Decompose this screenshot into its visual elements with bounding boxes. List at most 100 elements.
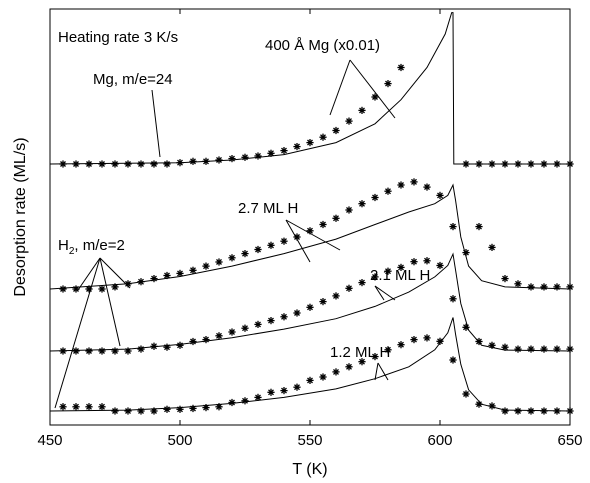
data-point-h21: [163, 343, 171, 351]
data-point-mg: [501, 160, 509, 168]
leader-mg-signal: [151, 89, 161, 158]
data-point-h27: [254, 245, 262, 254]
data-point-mg: [241, 153, 249, 161]
leader-21-2: [374, 285, 385, 301]
data-point-h27: [215, 258, 223, 266]
data-point-h21: [358, 279, 366, 287]
h2-signal-sub: 2: [69, 246, 75, 257]
data-point-h27: [345, 206, 353, 214]
x-tick-label: 650: [557, 432, 582, 449]
data-point-h21: [332, 292, 340, 300]
data-point-h27: [241, 250, 249, 258]
data-point-h21: [371, 273, 379, 281]
data-point-h12: [514, 407, 522, 415]
data-point-h12: [163, 405, 171, 413]
data-point-h27: [280, 237, 288, 245]
x-tick-label: 600: [427, 432, 452, 449]
data-point-h27: [176, 269, 184, 277]
data-point-h21: [423, 257, 431, 265]
data-point-h21: [475, 337, 483, 346]
leader-h2-2: [77, 257, 101, 291]
data-point-mg: [189, 157, 197, 165]
data-point-mg: [280, 147, 288, 155]
leader-27-1: [285, 219, 311, 263]
data-point-h27: [462, 249, 470, 257]
data-point-mg: [98, 160, 106, 168]
data-point-h21: [436, 261, 444, 270]
annotation-leaders: [54, 59, 396, 409]
data-point-mg: [202, 157, 210, 165]
data-point-mg: [475, 160, 483, 168]
data-point-mg: [514, 160, 522, 168]
data-point-h21: [345, 284, 353, 292]
data-point-h12: [345, 363, 353, 371]
data-point-h27: [397, 181, 405, 189]
data-point-mg: [215, 156, 223, 164]
data-point-mg: [527, 160, 535, 168]
data-point-h21: [410, 258, 418, 266]
coverage-21-label: 2.1 ML H: [370, 267, 430, 284]
data-point-h12: [150, 407, 158, 415]
data-point-h21: [85, 347, 93, 355]
leader-12-2: [377, 362, 389, 381]
data-point-h27: [514, 280, 522, 288]
coverage-27-label: 2.7 ML H: [238, 200, 298, 217]
data-point-h27: [150, 275, 158, 283]
data-point-h12: [371, 353, 379, 361]
data-point-h21: [137, 345, 145, 353]
data-point-mg: [332, 126, 340, 135]
data-point-mg: [111, 160, 119, 168]
data-point-h27: [319, 220, 327, 229]
data-point-h21: [319, 298, 327, 306]
data-point-h12: [111, 407, 119, 415]
data-point-h21: [202, 336, 210, 344]
data-point-h12: [85, 403, 93, 411]
data-point-h27: [436, 191, 444, 199]
data-point-h12: [137, 407, 145, 415]
data-point-h12: [527, 407, 535, 415]
data-point-h12: [488, 402, 496, 410]
data-point-mg: [384, 80, 392, 88]
data-point-mg: [462, 160, 470, 168]
data-point-h21: [189, 337, 197, 346]
curves-layer: [49, 12, 571, 412]
data-point-h27: [410, 178, 418, 186]
data-point-h12: [189, 404, 197, 413]
data-point-mg: [150, 160, 158, 168]
mg-film-label: 400 Å Mg (x0.01): [265, 37, 380, 54]
data-point-h27: [163, 271, 171, 280]
data-point-mg: [137, 160, 145, 168]
x-ticks: 450 500 550 600 650: [37, 9, 583, 449]
data-point-h12: [332, 368, 340, 376]
data-point-h12: [306, 376, 314, 384]
data-point-h21: [306, 303, 314, 311]
data-point-h27: [59, 285, 67, 293]
fit-curve-h21: [49, 252, 571, 352]
data-point-h27: [488, 243, 496, 251]
data-point-h21: [501, 343, 509, 351]
data-point-h21: [124, 347, 132, 355]
data-point-h21: [267, 317, 275, 325]
data-point-h12: [267, 388, 275, 396]
data-point-h12: [124, 407, 132, 415]
data-point-h21: [566, 345, 574, 353]
data-point-h21: [397, 263, 405, 271]
leader-h2-4: [99, 257, 131, 289]
data-point-h12: [436, 337, 444, 345]
data-point-h21: [59, 347, 67, 355]
data-point-h27: [358, 200, 366, 208]
data-point-h27: [384, 187, 392, 195]
markers-layer: [59, 63, 574, 415]
data-point-h12: [384, 346, 392, 354]
data-point-h12: [449, 356, 457, 364]
data-point-h12: [72, 403, 80, 411]
data-point-h27: [540, 283, 548, 291]
data-point-mg: [319, 133, 327, 141]
leader-mg-film-1: [329, 59, 351, 116]
data-point-h27: [553, 283, 561, 291]
data-point-h21: [514, 345, 522, 353]
leader-27-2: [285, 219, 341, 251]
data-point-h27: [566, 283, 574, 291]
data-point-h12: [501, 407, 509, 415]
